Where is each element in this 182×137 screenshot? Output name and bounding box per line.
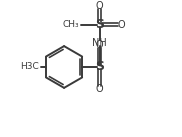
Text: S: S xyxy=(95,61,104,73)
Text: O: O xyxy=(96,84,104,94)
Text: O: O xyxy=(118,20,125,30)
Text: S: S xyxy=(95,18,104,31)
Text: NH: NH xyxy=(92,38,107,48)
Text: H3C: H3C xyxy=(20,62,39,72)
Text: CH₃: CH₃ xyxy=(63,20,79,29)
Text: O: O xyxy=(96,40,104,50)
Text: O: O xyxy=(96,1,104,11)
